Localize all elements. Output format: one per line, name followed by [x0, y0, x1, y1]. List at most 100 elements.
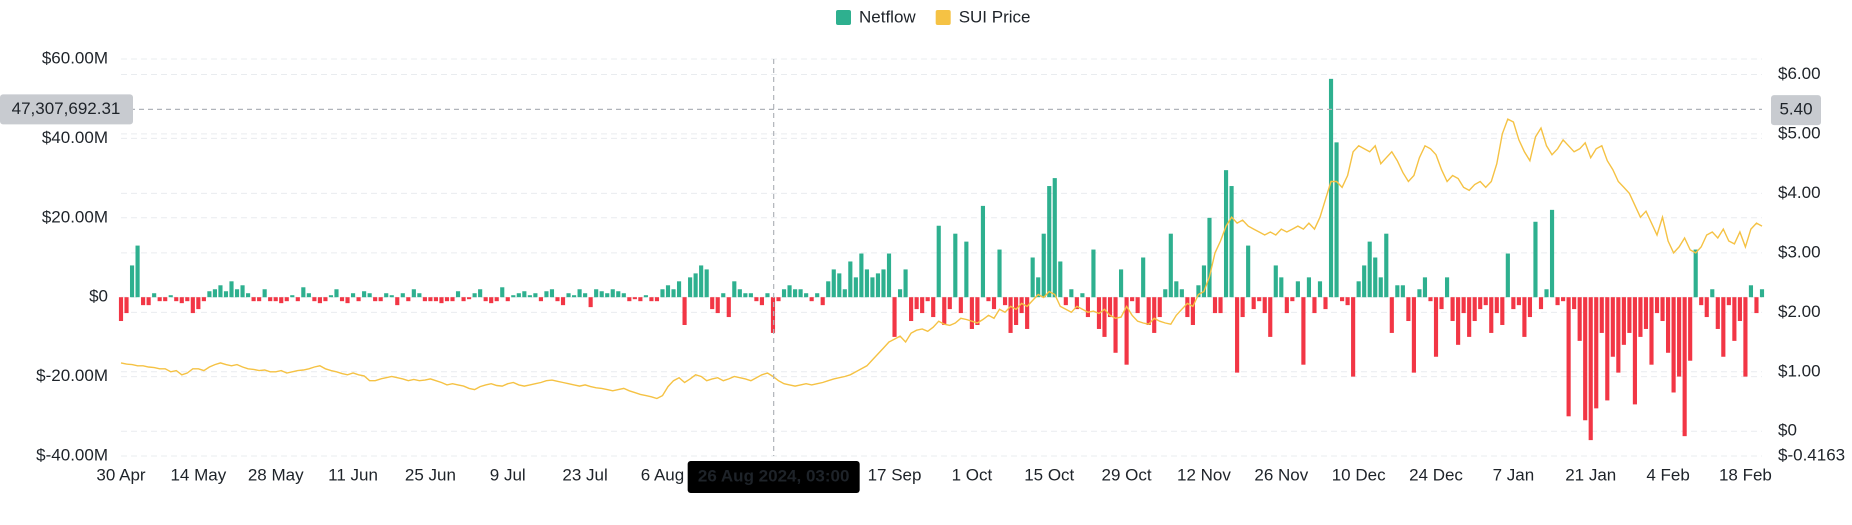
y2-tick-label: $1.00	[1778, 361, 1821, 380]
netflow-bar	[875, 273, 881, 298]
netflow-bar	[1632, 297, 1637, 405]
y2-tick-label: $6.00	[1778, 64, 1821, 83]
netflow-bar	[201, 297, 206, 302]
netflow-bar	[1301, 297, 1306, 365]
netflow-bar	[1196, 285, 1201, 298]
netflow-bar	[743, 293, 748, 298]
x-tick-label: 23 Jul	[562, 465, 607, 484]
netflow-bar	[964, 241, 969, 298]
legend: Netflow SUI Price	[836, 7, 1030, 26]
netflow-bar	[748, 293, 753, 298]
netflow-bar	[665, 285, 671, 298]
netflow-bar	[853, 277, 858, 298]
netflow-bar	[483, 297, 488, 302]
netflow-bar	[1726, 297, 1731, 306]
netflow-bar	[1340, 297, 1345, 302]
netflow-bar	[920, 297, 925, 314]
netflow-bar	[1500, 297, 1505, 325]
netflow-bar	[168, 295, 173, 298]
netflow-bar	[1085, 297, 1090, 318]
price-line	[120, 118, 1763, 400]
netflow-bar	[571, 295, 577, 298]
netflow-bar	[290, 295, 295, 298]
netflow-bar	[1163, 289, 1168, 298]
netflow-bar	[1439, 297, 1444, 310]
x-tick-label: 1 Oct	[952, 465, 993, 484]
y2-tick-label: $2.00	[1778, 302, 1821, 321]
netflow-bar	[1682, 297, 1687, 437]
netflow-bar	[1549, 209, 1555, 298]
netflow-bar	[1527, 297, 1533, 318]
netflow-bar	[1019, 297, 1024, 314]
netflow-bar	[1362, 265, 1367, 298]
netflow-bar	[1605, 297, 1610, 401]
netflow-bar	[726, 297, 731, 318]
netflow-bar	[710, 297, 715, 310]
netflow-bar	[450, 297, 455, 302]
netflow-bar	[273, 297, 278, 302]
netflow-bar	[605, 293, 610, 298]
netflow-bar	[947, 297, 952, 310]
netflow-bar	[1494, 297, 1499, 314]
netflow-bar	[538, 297, 543, 302]
netflow-bar	[931, 297, 936, 318]
netflow-bar	[942, 297, 947, 325]
netflow-bar	[234, 289, 240, 298]
netflow-bar	[1433, 297, 1439, 357]
netflow-bar	[544, 291, 549, 298]
netflow-bar	[754, 297, 759, 302]
netflow-bar	[317, 297, 322, 304]
netflow-bar	[1328, 78, 1334, 298]
netflow-bar	[892, 297, 897, 337]
y-tick-label: $-40.00M	[36, 445, 108, 464]
netflow-bar	[395, 297, 400, 306]
netflow-bar	[1759, 289, 1765, 298]
netflow-bar	[676, 281, 682, 298]
netflow-bar	[1555, 297, 1560, 306]
netflow-bar	[1583, 297, 1588, 421]
netflow-bar	[1107, 297, 1113, 318]
netflow-bar	[1610, 297, 1615, 357]
netflow-bar	[1074, 297, 1079, 310]
netflow-bar	[1522, 297, 1527, 337]
netflow-bar	[229, 281, 234, 298]
netflow-bar	[1295, 281, 1300, 298]
netflow-bar	[389, 295, 394, 298]
netflow-bar	[1395, 285, 1400, 298]
netflow-bar	[903, 269, 908, 298]
netflow-bar	[721, 293, 726, 298]
netflow-bar	[246, 293, 251, 298]
netflow-bar	[1417, 289, 1422, 298]
netflow-bar	[1223, 170, 1229, 298]
netflow-bar	[560, 297, 566, 306]
y-tick-label: $-20.00M	[36, 366, 108, 385]
netflow-bar	[489, 297, 494, 304]
netflow-bar	[1257, 297, 1262, 302]
netflow-bar	[555, 297, 560, 302]
netflow-bar	[1566, 297, 1571, 417]
netflow-bar	[406, 297, 411, 302]
netflow-bar	[897, 289, 903, 298]
netflow-bar	[793, 289, 798, 298]
netflow-bar	[770, 297, 776, 333]
netflow-bar	[732, 281, 737, 298]
netflow-bar	[433, 297, 439, 302]
netflow-bar	[1312, 297, 1317, 314]
netflow-bar	[682, 297, 687, 325]
netflow-bar	[815, 293, 820, 298]
netflow-bar	[1599, 297, 1604, 333]
netflow-bar	[765, 293, 770, 298]
x-tick-label: 30 Apr	[96, 465, 145, 484]
netflow-bar	[1030, 257, 1035, 298]
netflow-bar	[1665, 297, 1671, 353]
netflow-bar	[704, 269, 709, 298]
netflow-bar	[185, 297, 190, 302]
netflow-bar	[467, 297, 472, 300]
netflow-bar	[1229, 186, 1234, 298]
netflow-bar	[986, 297, 991, 302]
netflow-bar	[1572, 297, 1577, 310]
netflow-bar	[969, 297, 974, 329]
netflow-bar	[837, 273, 842, 298]
netflow-bar	[1185, 297, 1190, 318]
netflow-bar	[610, 289, 615, 298]
